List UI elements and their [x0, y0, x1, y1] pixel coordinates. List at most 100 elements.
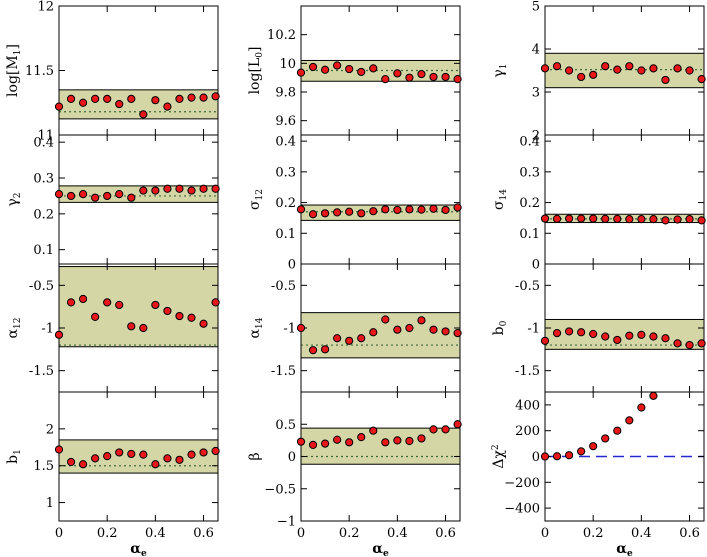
data-point	[199, 319, 208, 328]
data-point	[564, 451, 574, 460]
data-point	[661, 216, 670, 225]
x-tick-label: 0	[55, 526, 63, 541]
data-point	[381, 315, 390, 324]
data-point	[649, 215, 658, 224]
data-point	[320, 65, 330, 74]
data-point	[697, 216, 706, 225]
data-point	[685, 66, 694, 75]
data-point	[308, 62, 318, 72]
data-point	[637, 403, 646, 412]
data-point	[91, 94, 100, 103]
data-point	[115, 448, 124, 457]
data-point	[625, 62, 634, 71]
data-point	[296, 323, 306, 333]
x-tick-label: 0.4	[145, 526, 166, 541]
data-point	[66, 94, 76, 103]
data-point	[187, 186, 196, 195]
y-tick-label: 0.1	[275, 227, 296, 242]
data-point	[673, 64, 682, 73]
data-point	[127, 449, 136, 459]
data-point	[345, 336, 354, 345]
data-point	[175, 455, 184, 464]
data-point	[589, 70, 598, 79]
x-tick-label: 0	[297, 526, 305, 541]
y-tick-label: -1	[283, 322, 296, 337]
x-tick-label: 0.2	[339, 526, 360, 541]
y-tick-label: 200	[515, 424, 540, 439]
y-axis-label: γ2	[5, 192, 23, 206]
data-point	[139, 450, 148, 459]
x-tick-label: 0.6	[193, 526, 214, 541]
y-tick-label: -1.5	[29, 364, 54, 379]
data-point	[163, 102, 172, 111]
data-point	[625, 331, 634, 340]
data-point	[151, 300, 160, 310]
data-point	[613, 214, 622, 223]
y-tick-label: 0.2	[33, 207, 54, 222]
data-point	[163, 454, 172, 463]
data-point	[320, 209, 330, 218]
data-point	[589, 214, 598, 223]
data-point	[163, 184, 172, 193]
data-point	[54, 190, 64, 199]
data-point	[540, 214, 550, 223]
data-point	[199, 93, 208, 102]
panel-1: 11 11.5 12 log[M1]	[5, 0, 220, 144]
data-point	[357, 209, 366, 218]
data-point	[103, 298, 112, 307]
data-point	[540, 452, 550, 461]
y-tick-label: −0.5	[264, 482, 296, 497]
data-point	[441, 205, 450, 215]
data-point	[601, 214, 610, 223]
panel-11: −1 −0.5 0 0.5 0 0.2 0.4 0.6 αe β	[247, 391, 462, 557]
data-point	[151, 460, 160, 469]
data-point	[91, 312, 100, 322]
y-tick-label: 400	[515, 398, 540, 413]
data-point	[405, 436, 414, 446]
data-point	[552, 329, 562, 338]
y-axis-label: Δχ2	[491, 444, 507, 468]
data-point	[211, 92, 220, 101]
data-point	[613, 65, 622, 74]
data-point	[429, 72, 438, 82]
data-point	[187, 450, 196, 459]
panel-8: -1.5 -1 -0.5 α14	[247, 263, 462, 393]
data-point	[589, 442, 598, 451]
data-point	[333, 435, 342, 444]
y-axis-label: σ14	[491, 189, 509, 210]
data-point	[103, 94, 112, 103]
data-point	[577, 72, 586, 82]
data-point	[175, 94, 184, 103]
data-point	[78, 294, 88, 304]
y-tick-label: 0.1	[519, 227, 540, 242]
data-point	[405, 323, 414, 333]
data-point	[296, 437, 306, 446]
data-point	[637, 215, 646, 224]
data-point	[577, 447, 586, 456]
data-point	[211, 184, 220, 193]
data-point	[369, 64, 378, 73]
y-tick-label: 11.5	[25, 64, 54, 79]
data-point	[139, 186, 148, 195]
confidence-band	[58, 266, 219, 348]
data-point	[308, 440, 318, 449]
y-tick-label: 0.3	[33, 172, 54, 187]
y-axis-label: b0	[491, 320, 509, 335]
data-point	[308, 346, 318, 355]
data-point	[199, 448, 208, 457]
data-point	[649, 64, 658, 73]
data-point	[369, 328, 378, 337]
data-point	[429, 325, 438, 334]
data-point	[103, 191, 112, 201]
data-point	[199, 184, 208, 193]
y-tick-label: 3	[532, 86, 540, 101]
y-tick-label: 10.2	[267, 28, 296, 43]
data-point	[345, 64, 354, 74]
data-point	[393, 205, 402, 215]
data-point	[357, 67, 366, 77]
y-tick-label: 0.4	[519, 135, 540, 150]
data-point	[417, 69, 426, 79]
y-tick-label: -0.5	[29, 279, 54, 294]
x-tick-label: 0	[541, 526, 549, 541]
